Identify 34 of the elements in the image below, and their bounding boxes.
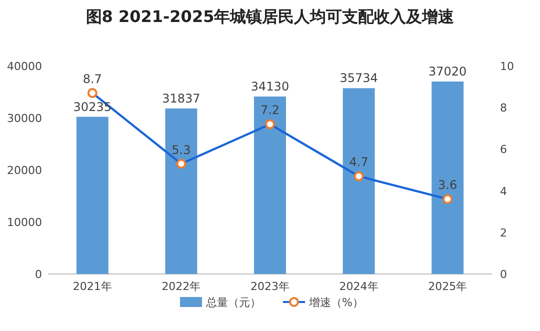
legend-label: 总量（元）: [205, 296, 261, 309]
x-tick-label: 2023年: [250, 280, 290, 293]
x-tick-label: 2022年: [162, 280, 201, 293]
y-tick-label: 10000: [7, 216, 42, 229]
data-label: 8.7: [82, 72, 102, 86]
data-label: 3.6: [438, 178, 458, 192]
legend-label: 增速（%）: [308, 296, 364, 309]
data-label: 35734: [340, 71, 378, 86]
y-tick-label: 20000: [7, 164, 42, 177]
y2-tick-label: 10: [500, 60, 514, 73]
bar: [342, 88, 375, 274]
data-label: 4.7: [349, 155, 368, 170]
chart-title: 图8 2021-2025年城镇居民人均可支配收入及增速: [86, 7, 456, 26]
x-tick-label: 2025年: [428, 280, 468, 293]
y-tick-label: 40000: [7, 60, 42, 73]
data-label: 7.2: [260, 103, 280, 118]
data-label: 37020: [428, 64, 467, 78]
y2-tick-label: 2: [500, 226, 507, 240]
y2-tick-label: 0: [500, 268, 507, 281]
bar: [254, 96, 286, 274]
bar: [432, 81, 464, 274]
bar: [165, 108, 198, 274]
data-label: 34130: [250, 80, 290, 94]
data-label: 31837: [162, 91, 200, 106]
data-label: 30235: [73, 100, 112, 114]
y2-tick-label: 4: [500, 184, 507, 198]
x-tick-label: 2024年: [339, 280, 378, 293]
y-tick-label: 30000: [7, 112, 42, 125]
x-tick-label: 2021年: [72, 280, 112, 293]
y2-tick-label: 6: [500, 143, 507, 156]
y-tick-label: 0: [35, 268, 42, 281]
y2-tick-label: 8: [500, 102, 507, 115]
data-label: 5.3: [172, 142, 191, 157]
bar: [76, 116, 108, 274]
